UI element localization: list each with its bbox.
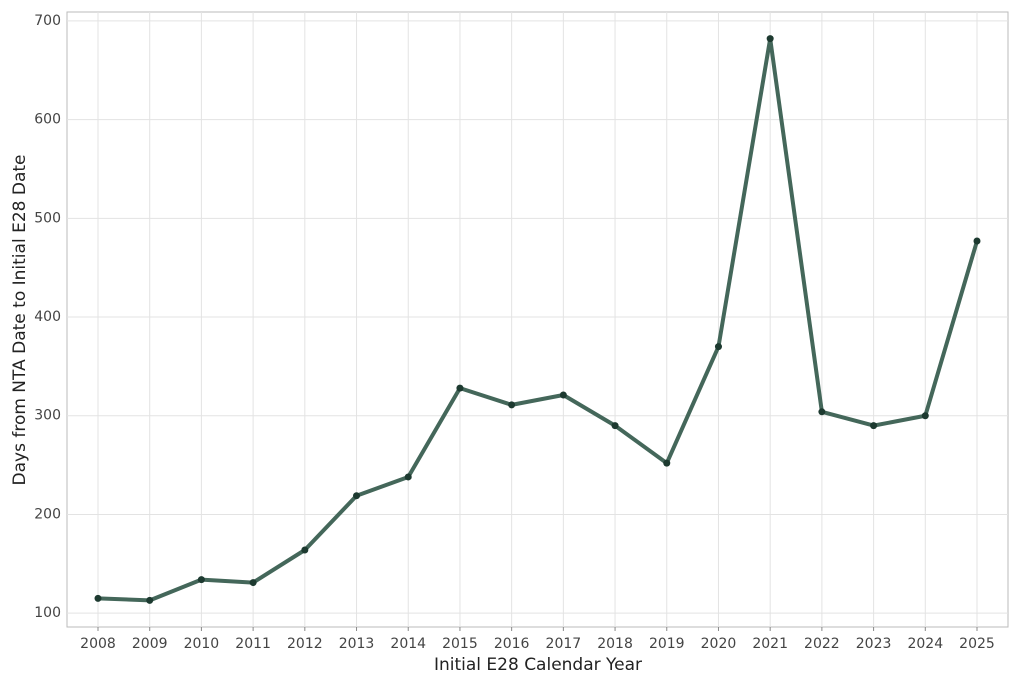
y-tick-label: 600: [34, 112, 61, 128]
data-point: [870, 422, 878, 430]
y-tick-label: 500: [34, 210, 61, 226]
x-tick-label: 2010: [184, 636, 220, 652]
x-tick-label: 2018: [597, 636, 633, 652]
x-tick-label: 2021: [752, 636, 788, 652]
y-tick-label: 100: [34, 605, 61, 621]
x-tick-label: 2025: [959, 636, 995, 652]
x-tick-label: 2022: [804, 636, 840, 652]
plot-frame: [66, 11, 1009, 628]
x-tick-label: 2008: [80, 636, 116, 652]
x-tick-label: 2012: [287, 636, 323, 652]
y-tick-label: 300: [34, 408, 61, 424]
data-point: [301, 546, 309, 554]
x-tick-label: 2017: [546, 636, 582, 652]
x-tick-label: 2024: [907, 636, 943, 652]
x-axis-title: Initial E28 Calendar Year: [434, 655, 642, 675]
data-point: [766, 35, 774, 43]
data-point: [611, 422, 619, 430]
data-point: [921, 412, 929, 420]
x-tick-label: 2020: [701, 636, 737, 652]
x-tick-label: 2014: [390, 636, 426, 652]
x-tick-label: 2009: [132, 636, 168, 652]
data-point: [714, 343, 722, 351]
data-point: [94, 594, 102, 602]
data-line: [97, 36, 979, 603]
x-tick-label: 2019: [649, 636, 685, 652]
data-point: [973, 237, 981, 245]
data-point: [353, 492, 361, 500]
x-tick-label: 2023: [856, 636, 892, 652]
data-point: [508, 401, 516, 409]
y-axis-title: Days from NTA Date to Initial E28 Date: [10, 155, 30, 486]
data-point: [818, 408, 826, 416]
data-point: [404, 473, 412, 481]
data-point: [249, 579, 257, 587]
y-tick-label: 200: [34, 506, 61, 522]
x-tick-label: 2013: [339, 636, 375, 652]
data-point: [146, 596, 154, 604]
x-tick-label: 2016: [494, 636, 530, 652]
y-tick-label: 400: [34, 309, 61, 325]
data-point: [456, 384, 464, 392]
x-tick-label: 2015: [442, 636, 478, 652]
x-tick-label: 2011: [235, 636, 271, 652]
data-point: [663, 459, 671, 467]
data-point: [559, 391, 567, 399]
y-tick-label: 700: [34, 13, 61, 29]
data-point: [197, 576, 205, 584]
